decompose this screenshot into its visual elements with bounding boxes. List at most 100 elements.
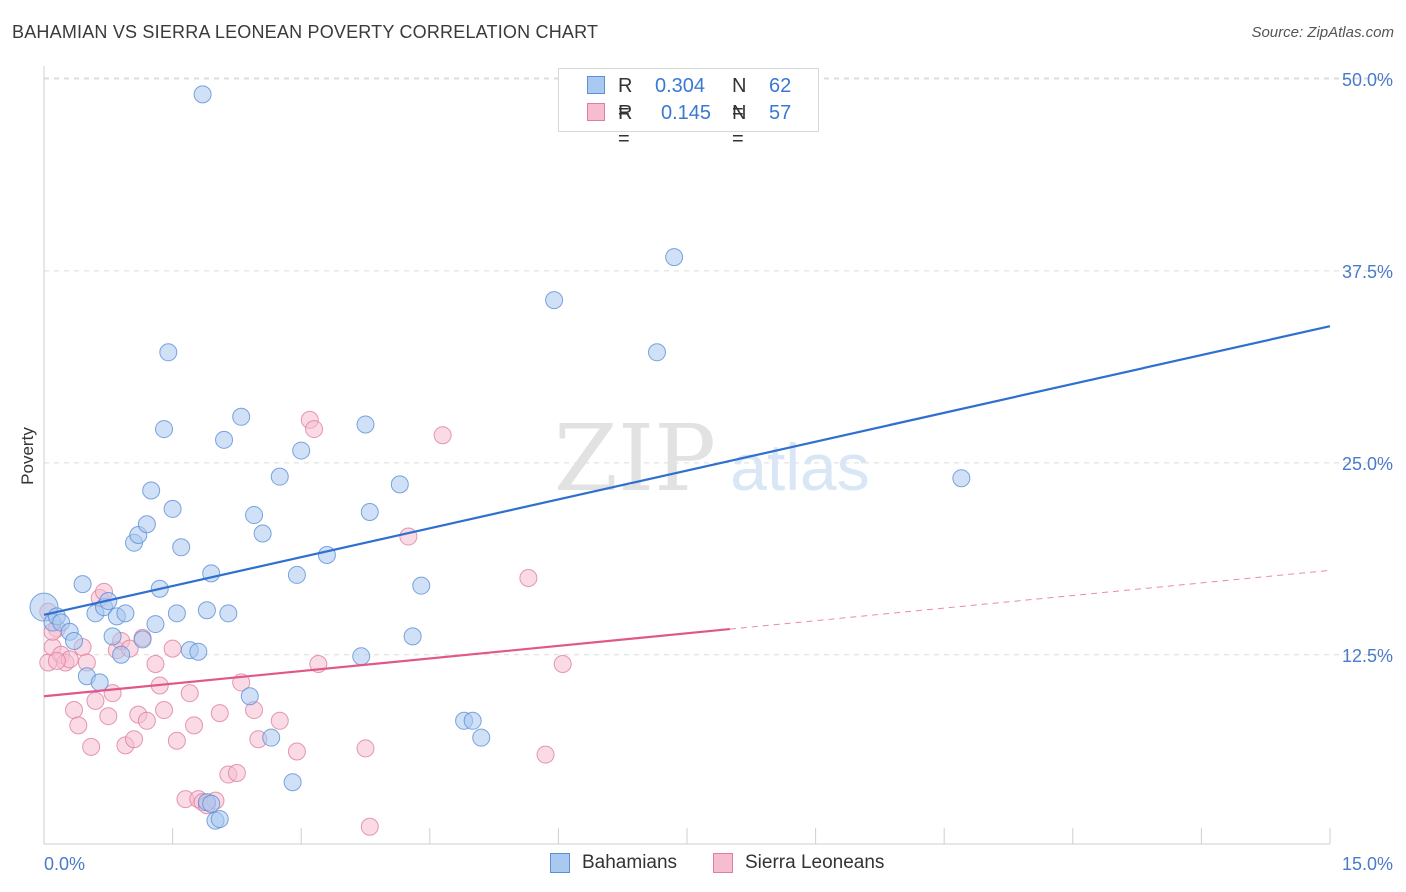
bahamians-point — [73, 575, 92, 594]
sierra-leoneans-point — [86, 691, 105, 710]
bahamians-point — [146, 615, 165, 634]
sierra-leoneans-trend-extension — [729, 569, 1331, 630]
sierra-leoneans-trend-line — [43, 627, 730, 698]
bahamians-point — [90, 673, 109, 692]
sierra-leoneans-point — [167, 731, 186, 750]
bahamians-point — [390, 475, 409, 494]
bahamians-point — [163, 499, 182, 518]
bahamians-point — [137, 515, 156, 534]
bahamians-point — [240, 687, 259, 706]
sierra-leoneans-point — [65, 701, 84, 720]
bahamians-point — [403, 627, 422, 646]
bahamians-point — [287, 565, 306, 584]
bahamians-point — [155, 420, 174, 439]
bahamians-point — [360, 502, 379, 521]
y-tick-label: 37.5% — [1342, 262, 1393, 282]
bahamians-point — [210, 810, 229, 829]
r-label: R = — [618, 102, 633, 150]
bahamians-point — [283, 773, 302, 792]
y-axis-label: Poverty — [18, 427, 37, 485]
data-points — [29, 85, 971, 836]
bahamians-point — [472, 728, 491, 747]
n-label: N = — [732, 102, 747, 150]
bahamians-point — [202, 794, 221, 813]
bahamians-point — [253, 524, 272, 543]
y-tick-label: 50.0% — [1342, 70, 1393, 90]
stats-legend: R = 0.304 N = 62 R = 0.145 N = 57 — [558, 68, 819, 150]
sierra-leoneans-point — [163, 639, 182, 658]
bahamians-point — [197, 601, 216, 620]
sierra-leoneans-point — [287, 742, 306, 761]
bahamians-point — [356, 415, 375, 434]
n-value: 62 — [769, 75, 792, 97]
bahamians-point — [665, 248, 684, 267]
source-credit: Source: ZipAtlas.com — [1251, 24, 1394, 41]
y-tick-label: 25.0% — [1342, 454, 1393, 474]
sierra-leoneans-point — [47, 651, 66, 670]
sierra-leoneans-point — [99, 707, 118, 726]
sierra-leoneans-point — [69, 716, 88, 735]
bahamians-point — [463, 711, 482, 730]
tick-labels: 12.5% 25.0% 37.5% 50.0% 0.0% 15.0% — [44, 70, 1393, 874]
bahamians-point — [193, 85, 212, 104]
bahamians-point — [292, 441, 311, 460]
sierra-leoneans-point — [227, 764, 246, 783]
bahamians-point — [112, 645, 131, 664]
bahamians-point — [545, 291, 564, 310]
blue-swatch — [550, 853, 570, 873]
watermark-atlas: atlas — [730, 430, 869, 504]
pink-swatch — [587, 103, 605, 121]
n-label: N = — [732, 75, 747, 123]
sierra-leoneans-point — [270, 711, 289, 730]
bahamians-point — [270, 467, 289, 486]
sierra-leoneans-point — [519, 569, 538, 588]
pink-swatch — [713, 853, 733, 873]
bahamians-point — [262, 728, 281, 747]
sierra-leoneans-point — [433, 426, 452, 445]
watermark: ZIP atlas — [554, 405, 870, 512]
sierra-leoneans-point — [356, 739, 375, 758]
x-tick-label: 15.0% — [1342, 854, 1393, 874]
bahamians-point — [103, 627, 122, 646]
sierra-leoneans-point — [305, 420, 324, 439]
bahamians-point — [133, 630, 152, 649]
trend-lines — [43, 325, 1331, 698]
sierra-leoneans-point — [360, 817, 379, 836]
bahamians-trend-line — [43, 325, 1331, 616]
bahamians-point — [167, 604, 186, 623]
bahamians-point — [952, 469, 971, 488]
bahamians-point — [172, 538, 191, 557]
y-tick-label: 12.5% — [1342, 646, 1393, 666]
grid-lines — [44, 77, 1392, 656]
bahamians-point — [245, 506, 264, 525]
bahamians-point — [65, 631, 84, 650]
bahamians-point — [412, 576, 431, 595]
n-value: 57 — [769, 102, 792, 124]
legend-label: Sierra Leoneans — [745, 852, 885, 873]
sierra-leoneans-point — [399, 527, 418, 546]
sierra-leoneans-point — [553, 654, 572, 673]
chart-title: BAHAMIAN VS SIERRA LEONEAN POVERTY CORRE… — [12, 22, 599, 42]
bahamians-point — [189, 642, 208, 661]
x-tick-label: 0.0% — [44, 854, 85, 874]
axes — [43, 66, 1331, 845]
sierra-leoneans-point — [536, 745, 555, 764]
bahamians-point — [647, 343, 666, 362]
sierra-leoneans-point — [146, 654, 165, 673]
bahamians-point — [352, 647, 371, 666]
r-value: 0.145 — [661, 102, 712, 124]
bahamians-point — [219, 604, 238, 623]
legend-label: Bahamians — [582, 852, 678, 873]
sierra-leoneans-point — [210, 704, 229, 723]
r-label: R = — [618, 75, 633, 123]
bahamians-point — [215, 430, 234, 449]
r-value: 0.304 — [655, 75, 706, 97]
sierra-leoneans-point — [180, 684, 199, 703]
bahamians-point — [232, 407, 251, 426]
blue-swatch — [587, 76, 605, 94]
sierra-leoneans-point — [82, 737, 101, 756]
sierra-leoneans-point — [125, 730, 144, 749]
sierra-leoneans-point — [137, 711, 156, 730]
bahamians-point — [159, 343, 178, 362]
